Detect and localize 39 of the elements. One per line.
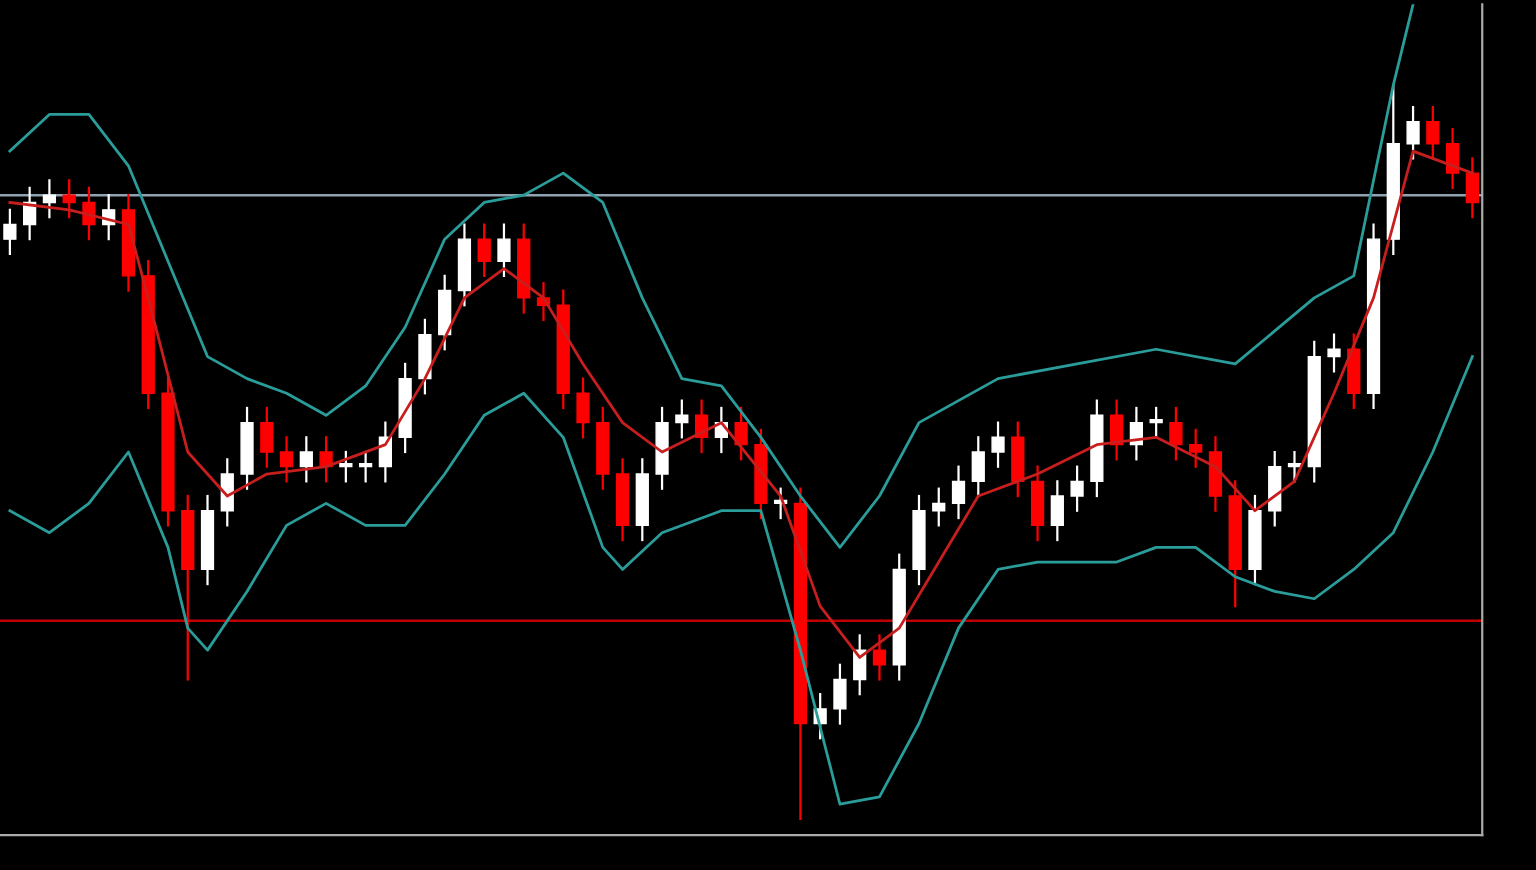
candlestick xyxy=(734,406,748,461)
candlestick xyxy=(951,465,966,520)
candlestick xyxy=(833,663,847,725)
candlestick xyxy=(1208,436,1223,512)
candlestick xyxy=(576,377,590,439)
candlestick xyxy=(932,487,946,527)
candlestick xyxy=(497,223,511,277)
candlestick xyxy=(1169,406,1183,461)
candlestick xyxy=(1030,465,1045,542)
candlestick xyxy=(1327,333,1341,373)
candlestick xyxy=(62,179,76,219)
candlestick xyxy=(1189,428,1203,468)
candlestick xyxy=(1070,465,1084,512)
candlestick xyxy=(1465,157,1479,219)
candlestick xyxy=(260,406,274,468)
candlestick xyxy=(82,186,96,241)
candlestick xyxy=(1426,105,1440,160)
candlestick xyxy=(3,208,17,255)
candlestick xyxy=(319,436,333,483)
candlestick xyxy=(339,450,353,483)
candlestick xyxy=(42,179,57,219)
candlestick xyxy=(675,399,689,439)
candlestick xyxy=(1347,333,1361,410)
candlestick xyxy=(1287,450,1302,483)
candlestick xyxy=(1149,406,1163,439)
candlestick xyxy=(438,274,452,351)
candlestick xyxy=(418,318,432,395)
candlestick xyxy=(477,223,491,277)
candlestick xyxy=(1050,480,1064,542)
candlestick xyxy=(1406,105,1420,160)
candlestick xyxy=(1011,421,1025,498)
candlestick xyxy=(279,436,294,483)
candlestick xyxy=(872,634,887,681)
candlestick xyxy=(358,450,373,483)
candlestick xyxy=(299,436,313,483)
candlestick xyxy=(1268,450,1282,527)
candlestick xyxy=(971,436,985,498)
candlestick xyxy=(991,421,1005,468)
candlestick xyxy=(1445,127,1460,189)
